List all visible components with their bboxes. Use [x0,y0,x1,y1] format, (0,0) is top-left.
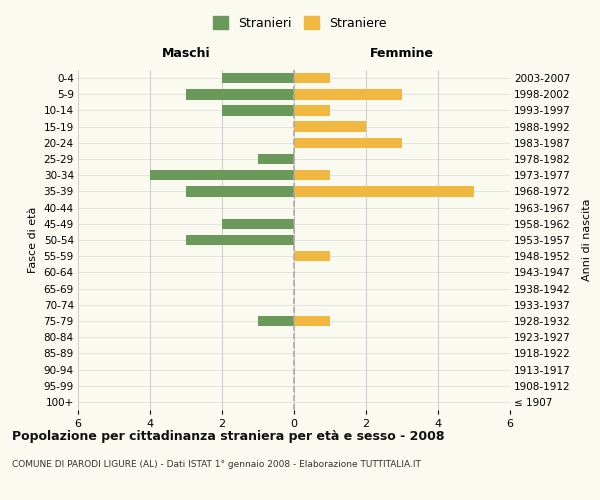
Legend: Stranieri, Straniere: Stranieri, Straniere [208,11,392,35]
Bar [186,186,294,196]
Y-axis label: Anni di nascita: Anni di nascita [582,198,592,281]
Bar [294,122,366,132]
Bar [258,154,294,164]
Bar [186,89,294,100]
Text: Femmine: Femmine [370,47,434,60]
Text: Popolazione per cittadinanza straniera per età e sesso - 2008: Popolazione per cittadinanza straniera p… [12,430,445,443]
Bar [186,234,294,246]
Y-axis label: Fasce di età: Fasce di età [28,207,38,273]
Bar [294,316,330,326]
Bar [222,218,294,229]
Bar [294,105,330,116]
Bar [294,89,402,100]
Bar [294,186,474,196]
Bar [258,316,294,326]
Text: COMUNE DI PARODI LIGURE (AL) - Dati ISTAT 1° gennaio 2008 - Elaborazione TUTTITA: COMUNE DI PARODI LIGURE (AL) - Dati ISTA… [12,460,421,469]
Bar [294,251,330,262]
Bar [294,170,330,180]
Text: Maschi: Maschi [161,47,211,60]
Bar [150,170,294,180]
Bar [222,73,294,84]
Bar [222,105,294,116]
Bar [294,138,402,148]
Bar [294,73,330,84]
